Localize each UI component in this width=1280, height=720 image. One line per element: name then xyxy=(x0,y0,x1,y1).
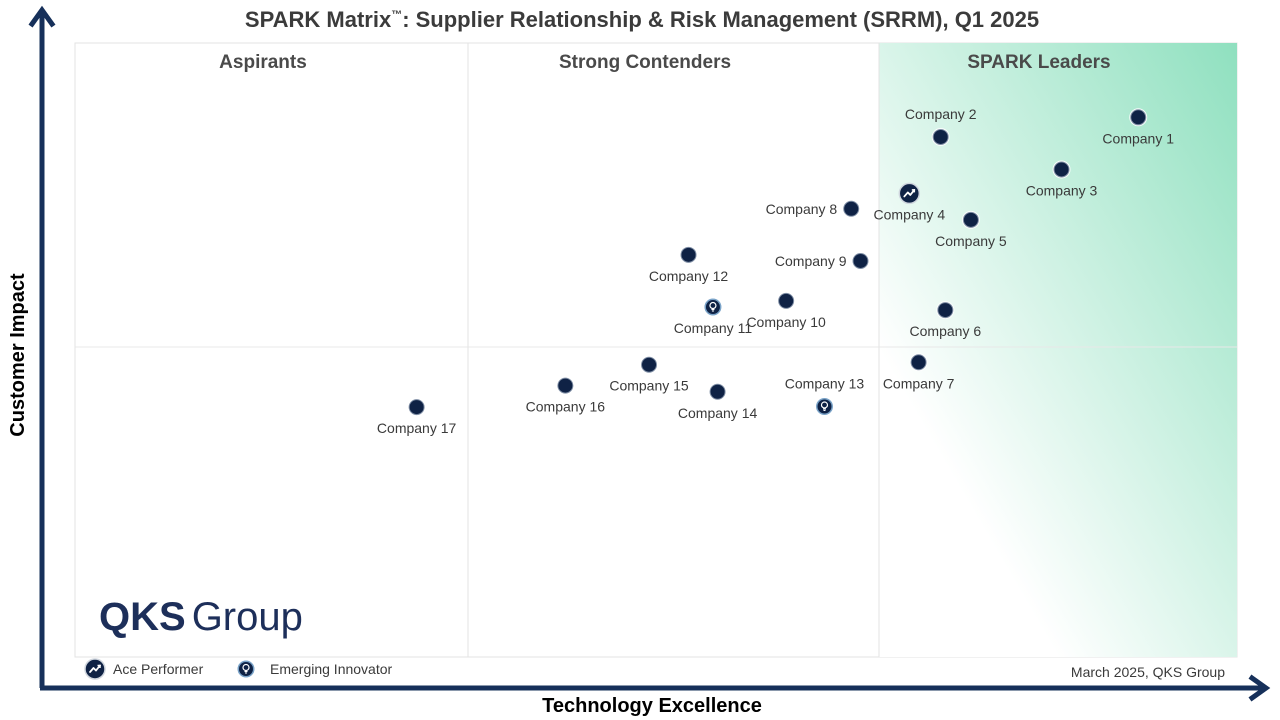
quadrant-label-aspirants: Aspirants xyxy=(219,52,307,73)
point-label: Company 5 xyxy=(935,233,1007,249)
y-axis-label: Customer Impact xyxy=(7,273,29,437)
data-point: Company 17 xyxy=(377,398,457,436)
point-marker xyxy=(679,245,698,264)
point-label: Company 6 xyxy=(910,323,982,339)
data-point: Company 15 xyxy=(609,355,689,394)
data-point: Company 1 xyxy=(1102,108,1174,146)
point-marker xyxy=(931,127,950,146)
quadrant-label-leaders: SPARK Leaders xyxy=(967,52,1110,73)
data-point: Company 12 xyxy=(649,245,729,284)
point-label: Company 14 xyxy=(678,405,758,421)
point-marker xyxy=(1052,160,1071,179)
point-marker xyxy=(556,376,575,395)
point-label: Company 4 xyxy=(874,206,946,222)
point-marker xyxy=(961,210,980,229)
data-point: Company 2 xyxy=(905,106,977,146)
x-axis xyxy=(40,674,1271,702)
data-point: Company 5 xyxy=(935,210,1007,249)
point-label: Company 11 xyxy=(674,320,753,336)
point-marker xyxy=(640,355,659,374)
point-marker xyxy=(708,382,727,401)
point-label: Company 17 xyxy=(377,420,457,436)
legend: Ace Performer Emerging Innovator xyxy=(84,658,393,680)
data-point: Company 10 xyxy=(746,291,826,330)
data-point: Company 4 xyxy=(874,182,946,222)
data-point: Company 14 xyxy=(678,382,758,421)
data-point: Company 7 xyxy=(883,353,955,391)
point-label: Company 7 xyxy=(883,375,955,391)
data-point: Company 13 xyxy=(785,375,865,416)
quadrant-label-strong-contenders: Strong Contenders xyxy=(559,52,731,73)
emerging-innovator-icon xyxy=(703,297,723,317)
data-point: Company 6 xyxy=(910,301,982,339)
data-point: Company 16 xyxy=(526,376,606,415)
legend-ace-performer-icon xyxy=(84,658,106,680)
point-marker xyxy=(842,199,861,218)
x-axis-label: Technology Excellence xyxy=(542,695,762,717)
qks-group-logo: QKS Group xyxy=(99,595,303,639)
data-point: Company 3 xyxy=(1026,160,1098,198)
point-label: Company 12 xyxy=(649,268,729,284)
footer-date-source: March 2025, QKS Group xyxy=(1071,664,1225,680)
legend-ace-performer-label: Ace Performer xyxy=(113,661,204,677)
data-point: Company 9 xyxy=(775,251,870,270)
data-points: Company 1 Company 2 Company 3 Company 4 Comp… xyxy=(377,106,1174,436)
point-label: Company 1 xyxy=(1102,130,1174,146)
point-label: Company 10 xyxy=(746,314,826,330)
emerging-innovator-icon xyxy=(814,396,834,416)
point-label: Company 8 xyxy=(766,201,838,217)
chart-title: SPARK Matrix™: Supplier Relationship & R… xyxy=(245,7,1039,32)
data-point: Company 11 xyxy=(674,297,753,336)
point-label: Company 2 xyxy=(905,106,977,122)
legend-emerging-innovator-label: Emerging Innovator xyxy=(270,661,393,677)
data-point: Company 8 xyxy=(766,199,861,218)
point-label: Company 15 xyxy=(609,378,689,394)
point-marker xyxy=(407,398,426,417)
point-marker xyxy=(909,353,928,372)
point-marker xyxy=(851,251,870,270)
point-label: Company 13 xyxy=(785,375,865,391)
point-marker xyxy=(936,301,955,320)
point-label: Company 3 xyxy=(1026,182,1098,198)
point-label: Company 16 xyxy=(526,399,606,415)
point-marker xyxy=(1129,108,1148,127)
point-label: Company 9 xyxy=(775,253,847,269)
legend-emerging-innovator-icon xyxy=(236,659,256,679)
point-marker xyxy=(777,291,796,310)
y-axis xyxy=(28,5,56,688)
ace-performer-icon xyxy=(898,182,921,205)
